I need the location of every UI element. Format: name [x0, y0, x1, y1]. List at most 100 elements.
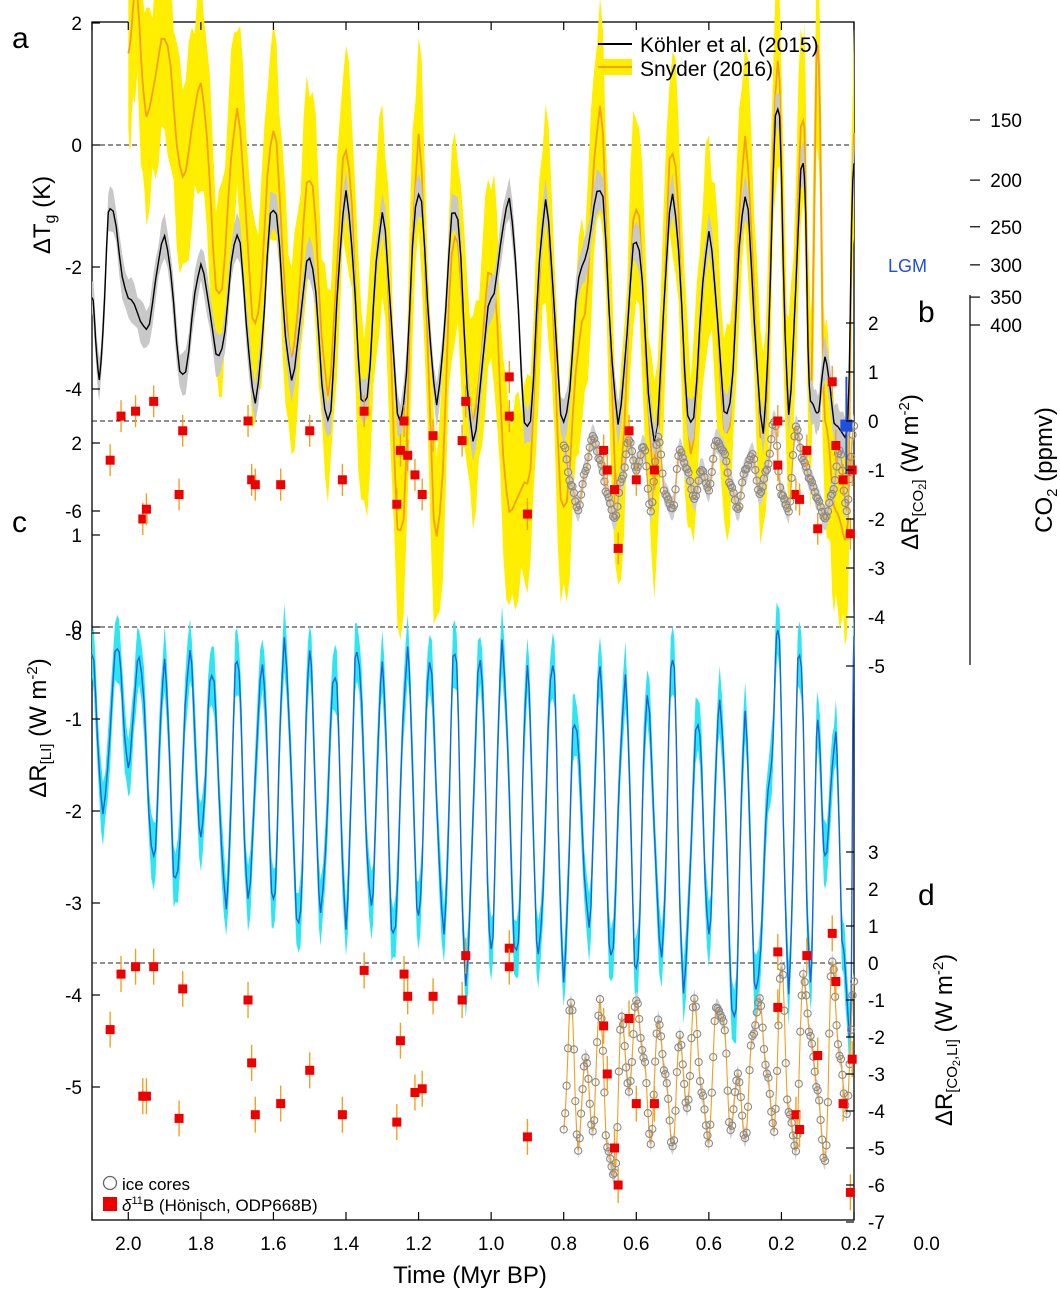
- panel-c-y-tick-label: -5: [65, 1078, 82, 1099]
- panel-d-ice-point: [627, 1057, 637, 1067]
- panel-d-ice-point: [800, 977, 809, 987]
- panel-d-ice-point: [614, 1067, 624, 1076]
- x-tick-label: 0.2: [841, 1234, 867, 1255]
- legend-a: Köhler et al. (2015) Snyder (2016): [598, 34, 819, 81]
- panel-d-ice-point: [829, 965, 838, 974]
- panel-b-y-tick-label: 2: [868, 314, 879, 335]
- panel-d-boron-point: [149, 962, 159, 972]
- panel-b-ice-point: [579, 470, 589, 479]
- panel-d-ice-point: [581, 1053, 590, 1062]
- panel-b-boron-point: [399, 416, 409, 426]
- panel-b-ice-point: [832, 462, 841, 471]
- ylabel-co2: CO2 (ppmv): [1031, 407, 1060, 533]
- panel-b-ice-point: [748, 449, 757, 459]
- panel-b-ice-point: [694, 476, 703, 485]
- x-tick-label: 1.8: [188, 1234, 214, 1255]
- panel-d-ice-point: [568, 1006, 577, 1015]
- panel-b-boron-point: [602, 465, 612, 475]
- panel-b-y-tick-label: 0: [868, 412, 879, 433]
- panel-b-ice-point: [767, 435, 776, 444]
- panel-d-ice-point: [643, 1109, 653, 1118]
- lgm-annotation: LGM: [888, 256, 927, 276]
- panel-a-y-tick-label: 0: [71, 136, 82, 157]
- panel-b-ice-point: [733, 504, 743, 514]
- panel-d-boron-point: [613, 1180, 623, 1190]
- panel-d-ice-point: [823, 1098, 833, 1107]
- panel-b-ice-point: [591, 439, 600, 448]
- panel-b-boron-point: [247, 475, 257, 485]
- panel-b-boron-point: [359, 406, 369, 416]
- panel-d-ice-point: [677, 1040, 686, 1050]
- panel-b-ice-point: [574, 506, 583, 515]
- panel-c-y-tick-label: -2: [65, 802, 82, 823]
- panel-b-ice-point: [822, 512, 831, 521]
- panel-d-y-tick-label: -5: [868, 1139, 885, 1160]
- panel-b-ice-point: [677, 448, 686, 457]
- panel-d-ice-point: [681, 1098, 690, 1107]
- panel-d-ice-point: [582, 1059, 592, 1068]
- panel-d-ice-point: [707, 1088, 716, 1097]
- panel-d-ice-point: [820, 1156, 830, 1166]
- panel-d-ice-point: [730, 1087, 740, 1097]
- panel-d-ice-point: [794, 1079, 803, 1088]
- panel-a-y-tick-label: -4: [65, 380, 82, 401]
- panel-d-ice-point: [778, 970, 788, 979]
- co2-tick-label: 350: [990, 288, 1022, 309]
- panel-d-ice-point: [701, 1121, 711, 1130]
- panel-d-ice-point: [736, 1092, 745, 1102]
- panel-d-ice-point: [694, 1057, 703, 1067]
- panel-d-ice-point: [569, 1045, 579, 1054]
- panel-c-y-tick-label: 1: [71, 526, 82, 547]
- panel-b-ice-point: [787, 473, 796, 483]
- panel-d-boron-point: [610, 1143, 620, 1153]
- x-tick-label: 0.2: [768, 1234, 794, 1255]
- panel-b-ice-point: [710, 441, 719, 450]
- panel-b-ice-point: [800, 458, 809, 467]
- panel-b-ice-point: [816, 502, 825, 511]
- panel-b-boron-point: [305, 426, 315, 436]
- panel-b-boron-point: [504, 411, 514, 421]
- panel-b-boron-point: [276, 480, 286, 490]
- panel-d-ice-point: [751, 1021, 760, 1030]
- panel-c-line-0: [91, 629, 855, 1039]
- panel-d-ice-point: [671, 1106, 680, 1115]
- panel-b-ice-point: [823, 507, 833, 516]
- panel-a-plot: [91, 0, 855, 646]
- panel-d-ice-point: [804, 1027, 814, 1037]
- panel-d-boron-point: [813, 1051, 823, 1060]
- panel-d-ice-point: [656, 1032, 666, 1041]
- panel-b-ice-point: [755, 489, 764, 499]
- panel-a-band-0: [128, 0, 854, 646]
- panel-b-ice-point: [801, 462, 811, 471]
- legend-a-kohler-label: Köhler et al. (2015): [640, 34, 819, 57]
- panel-b-ice-point: [809, 482, 818, 491]
- panel-d-boron-point: [359, 965, 369, 975]
- panel-c-y-tick-label: 0: [71, 618, 82, 639]
- panel-b-ice-point: [756, 487, 766, 496]
- panel-d-ice-point: [752, 1008, 761, 1017]
- x-tick-label: 0.0: [913, 1234, 939, 1255]
- panel-d-ice-point: [806, 1031, 815, 1041]
- x-tick-label: 1.0: [478, 1234, 504, 1255]
- panel-d-ice-point: [816, 1115, 825, 1125]
- panel-c-y-tick-label: -4: [65, 986, 82, 1007]
- panel-d-ice-point: [595, 995, 605, 1004]
- panel-b-ice-point: [590, 434, 599, 443]
- panel-b-ice-point: [619, 471, 628, 480]
- panel-d-ice-point: [695, 1077, 705, 1086]
- ylabel-a: ΔTg (K): [29, 176, 59, 254]
- panel-b-ice-point: [803, 468, 812, 477]
- panel-d-ice-point: [601, 1131, 610, 1140]
- panel-b-ice-point: [656, 450, 666, 459]
- panel-d-ice-point: [629, 1029, 638, 1039]
- panel-d-ice-point: [828, 957, 837, 966]
- panel-d-boron-point: [305, 1065, 315, 1075]
- panel-b-ice-point: [695, 467, 705, 477]
- panel-b-ice-point: [810, 487, 819, 497]
- panel-b-ice-point: [701, 479, 711, 488]
- panel-d-ice-point: [771, 1104, 780, 1114]
- panel-b-ice-point: [581, 466, 590, 476]
- panel-d-ice-point: [700, 1105, 709, 1114]
- panel-b-ice-point: [584, 452, 593, 462]
- panel-d-ice-point: [799, 969, 808, 979]
